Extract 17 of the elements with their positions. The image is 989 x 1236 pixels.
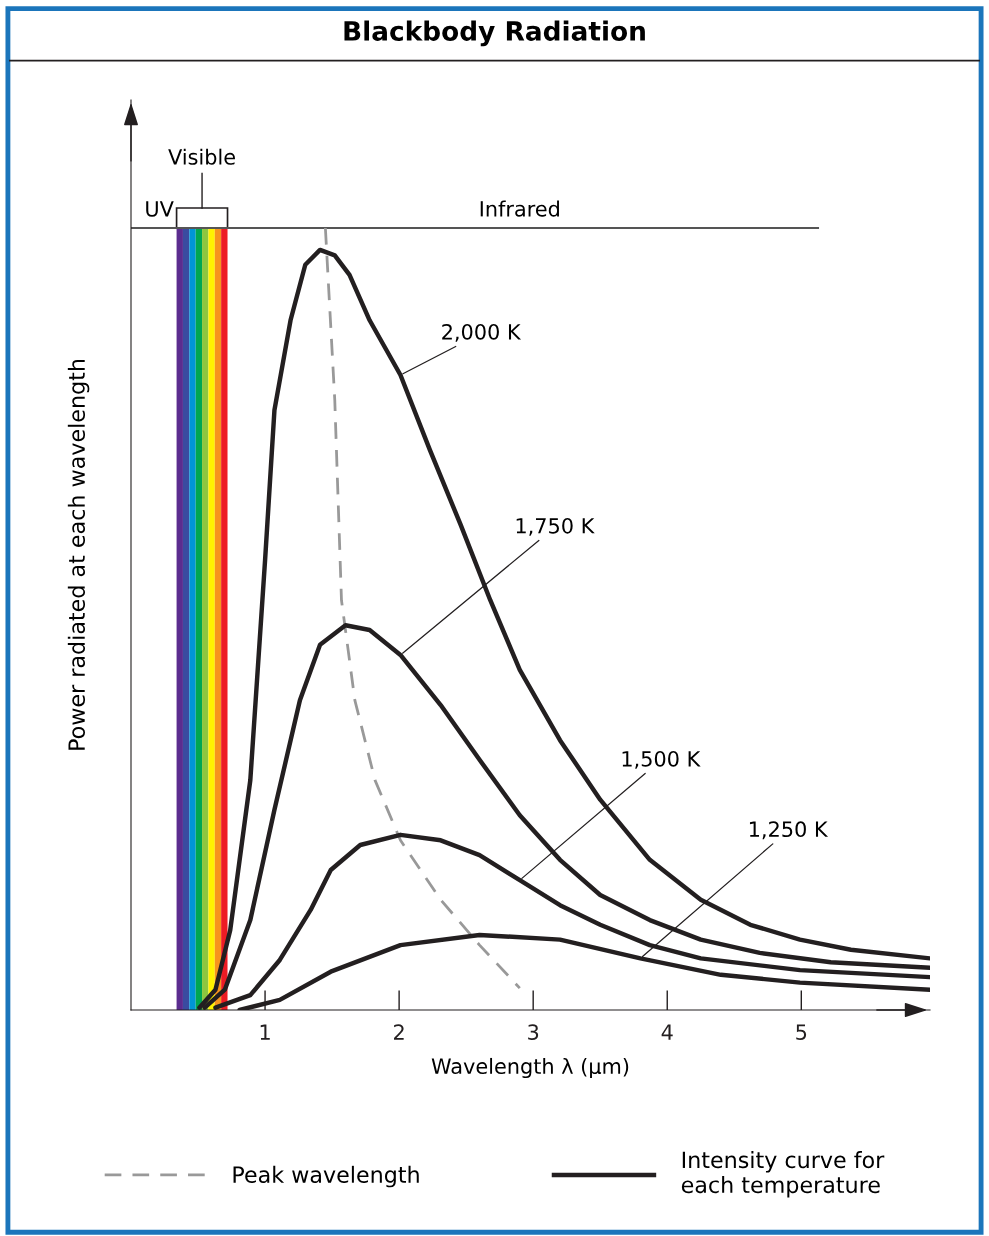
x-tick-label: 3 [528,1024,539,1041]
x-axis-title: Wavelength λ (μm) [431,1057,629,1079]
x-tick-label: 4 [661,1024,673,1040]
text: 1,500 K [622,750,701,769]
ref-line-label: Infrared [480,200,559,217]
text: 1,250 K [749,821,829,840]
legend-label: Peak wavelength [233,1165,419,1188]
x-tick-label: 5 [796,1024,807,1041]
text: Visible [168,148,235,165]
y-axis-title: Power radiated at each wavelength [67,359,90,750]
text: 2,000 K [442,323,522,342]
text: Intensity curve for each temperature [681,1151,885,1198]
text: 1,750 K [516,517,595,536]
text: UV [146,201,174,217]
x-tick-label: 2 [394,1024,404,1040]
chart-title: Blackbody Radiation [344,20,645,47]
x-tick-label: 1 [260,1024,270,1040]
